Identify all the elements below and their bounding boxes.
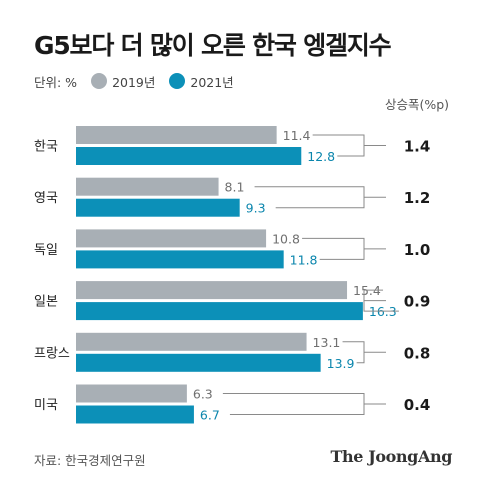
value-label-2019: 13.1 (313, 335, 341, 350)
rise-value: 1.0 (404, 241, 431, 259)
bar-2019 (76, 332, 307, 351)
legend-label-2019: 2019년 (112, 74, 156, 90)
unit-label: 단위: % (34, 74, 78, 90)
bar-2019 (76, 126, 277, 144)
bar-2019 (76, 229, 267, 248)
value-label-2021: 11.8 (290, 252, 318, 267)
rise-value: 0.4 (404, 396, 431, 414)
bar-2019 (76, 281, 348, 300)
connector-bracket (254, 186, 386, 209)
connector-bracket (363, 289, 399, 312)
connector-bracket (302, 237, 386, 260)
category-label: 한국 (34, 140, 58, 155)
bar-2021 (76, 302, 363, 321)
chart-title: G5보다 더 많이 오른 한국 엥겔지수 (34, 31, 392, 60)
source-note: 자료: 한국경제연구원 (34, 453, 146, 468)
value-label-2019: 11.4 (283, 128, 311, 143)
legend-label-2021: 2021년 (190, 74, 234, 90)
category-label: 미국 (34, 398, 58, 413)
legend-swatch-2019 (91, 73, 108, 89)
value-label-2019: 10.8 (272, 231, 300, 246)
category-label: 프랑스 (34, 346, 70, 361)
category-label: 일본 (34, 295, 58, 310)
value-label-2019: 8.1 (225, 180, 245, 195)
bar-2021 (76, 353, 321, 372)
rise-value: 1.4 (404, 138, 431, 156)
connector-bracket (312, 134, 386, 157)
value-label-2021: 12.8 (307, 149, 335, 164)
category-label: 영국 (34, 191, 58, 206)
value-label-2019: 6.3 (193, 387, 213, 402)
value-label-2021: 9.3 (246, 201, 266, 216)
bar-2021 (76, 250, 284, 269)
value-label-2021: 6.7 (200, 408, 220, 423)
legend-swatch-2021 (169, 73, 186, 89)
legend: 단위: % 2019년 2021년 (34, 72, 248, 90)
connector-bracket (342, 341, 386, 364)
rise-value: 1.2 (404, 189, 431, 207)
bar-2019 (76, 384, 187, 403)
brand-logo: The JoongAng (330, 447, 453, 466)
value-label-2021: 13.9 (327, 356, 355, 371)
connector-bracket (222, 393, 386, 415)
category-label: 독일 (34, 243, 58, 258)
bar-2021 (76, 198, 240, 217)
rise-value: 0.8 (404, 344, 431, 362)
bar-2019 (76, 177, 219, 196)
bar-2021 (76, 147, 302, 165)
rise-value: 0.9 (404, 293, 431, 311)
rise-column-title: 상승폭(%p) (385, 97, 449, 112)
bar-2021 (76, 405, 194, 424)
